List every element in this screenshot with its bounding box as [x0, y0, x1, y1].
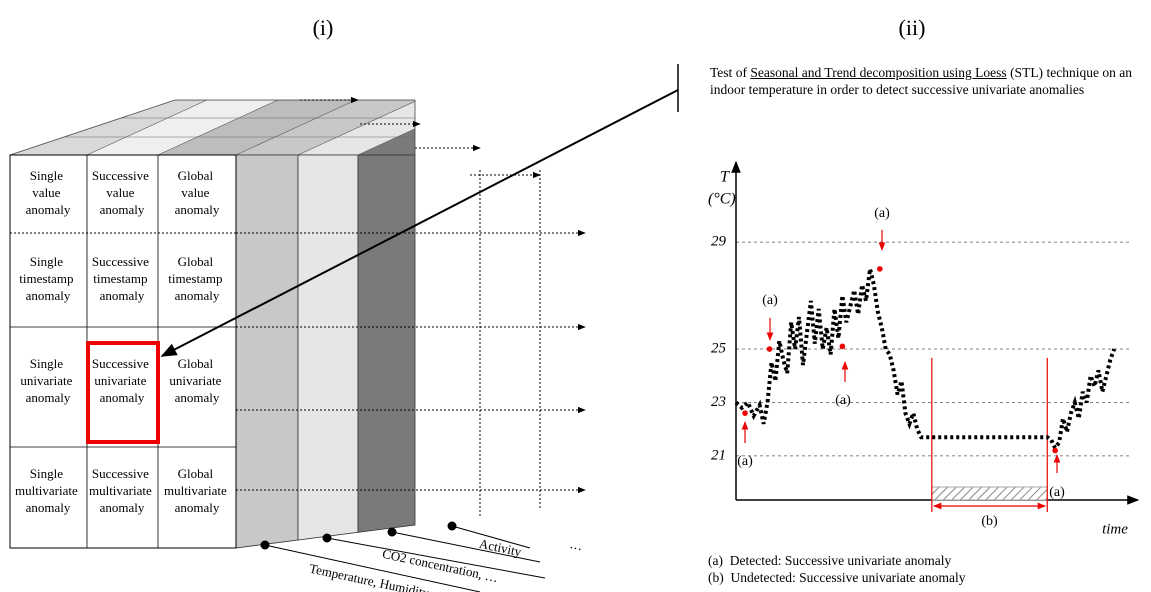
legend-item: (b) Undetected: Successive univariate an… [708, 570, 966, 585]
side-slab [297, 154, 359, 541]
dimension-dot [260, 540, 270, 550]
side-slab [357, 154, 416, 533]
cell-label: Global univariate anomaly [169, 356, 224, 405]
panel-label: (i) [313, 15, 334, 40]
dimension-line [264, 544, 481, 592]
detected-anomaly [742, 410, 748, 416]
undetected-band [931, 486, 1048, 501]
stl-chart: 29 25 23 21 T (°C) time (a) (a) (a) (a) (a) (b) [708, 160, 1140, 537]
legend-item: (a) Detected: Successive univariate anom… [708, 553, 952, 568]
x-axis-label: time [1102, 521, 1128, 537]
top-stripe [157, 100, 357, 155]
detected-anomaly [839, 343, 846, 350]
cell-label: Single univariate anomaly [20, 356, 75, 405]
cell-label: Single timestamp anomaly [19, 254, 76, 303]
y-tick-label: 29 [711, 234, 727, 250]
annotation: (b) [981, 514, 998, 529]
detected-anomaly [877, 266, 883, 272]
detected-anomaly [1052, 447, 1058, 454]
front-face [9, 154, 237, 549]
top-face [10, 100, 415, 155]
description-text: (STL) technique on an indoor temperature… [710, 65, 1132, 97]
description-text: Test of [710, 65, 751, 80]
cell-label: Global timestamp anomaly [168, 254, 225, 303]
cube: Single value anomaly Successive value ano… [9, 64, 679, 592]
cell-label: Successive value anomaly [92, 168, 152, 217]
top-stripe [86, 100, 279, 155]
cell-label: Successive univariate anomaly [92, 356, 152, 405]
y-axis-symbol: T [720, 169, 730, 186]
cell-label: Successive timestamp anomaly [92, 254, 152, 303]
dimension-label: Activity [478, 536, 523, 560]
annotation: (a) [874, 206, 890, 221]
y-tick-label: 21 [711, 447, 726, 463]
panel-label: (ii) [899, 15, 926, 40]
cell-label: Global value anomaly [175, 168, 220, 217]
description-underlined: Seasonal and Trend decomposition using L… [750, 65, 1007, 80]
dimension-label: … [568, 536, 584, 553]
y-tick-label: 23 [711, 394, 726, 410]
annotation: (a) [762, 293, 778, 308]
cell-label: Global multivariate anomaly [164, 466, 230, 515]
annotation: (a) [737, 454, 753, 469]
dimension-line [326, 537, 546, 579]
annotation: (a) [1049, 485, 1065, 500]
highlight-box [86, 341, 160, 444]
cell-label: Single value anomaly [26, 168, 71, 217]
dimension-line [391, 531, 541, 563]
detected-anomaly [766, 346, 773, 352]
cell-label: Successive multivariate anomaly [89, 466, 155, 515]
top-stripe [235, 100, 415, 155]
y-axis-unit: (°C) [708, 191, 736, 208]
y-tick-label: 25 [711, 340, 727, 356]
description: Test of Seasonal and Trend decomposition… [710, 64, 1132, 98]
temperature-line [734, 268, 1117, 452]
pointer-arrow [160, 89, 679, 357]
cell-label: Single multivariate anomaly [15, 466, 81, 515]
side-slab [235, 154, 299, 549]
top-stripe [357, 100, 415, 155]
dimension-line [451, 525, 531, 549]
top-stripe [297, 100, 415, 155]
annotation: (a) [835, 393, 851, 408]
